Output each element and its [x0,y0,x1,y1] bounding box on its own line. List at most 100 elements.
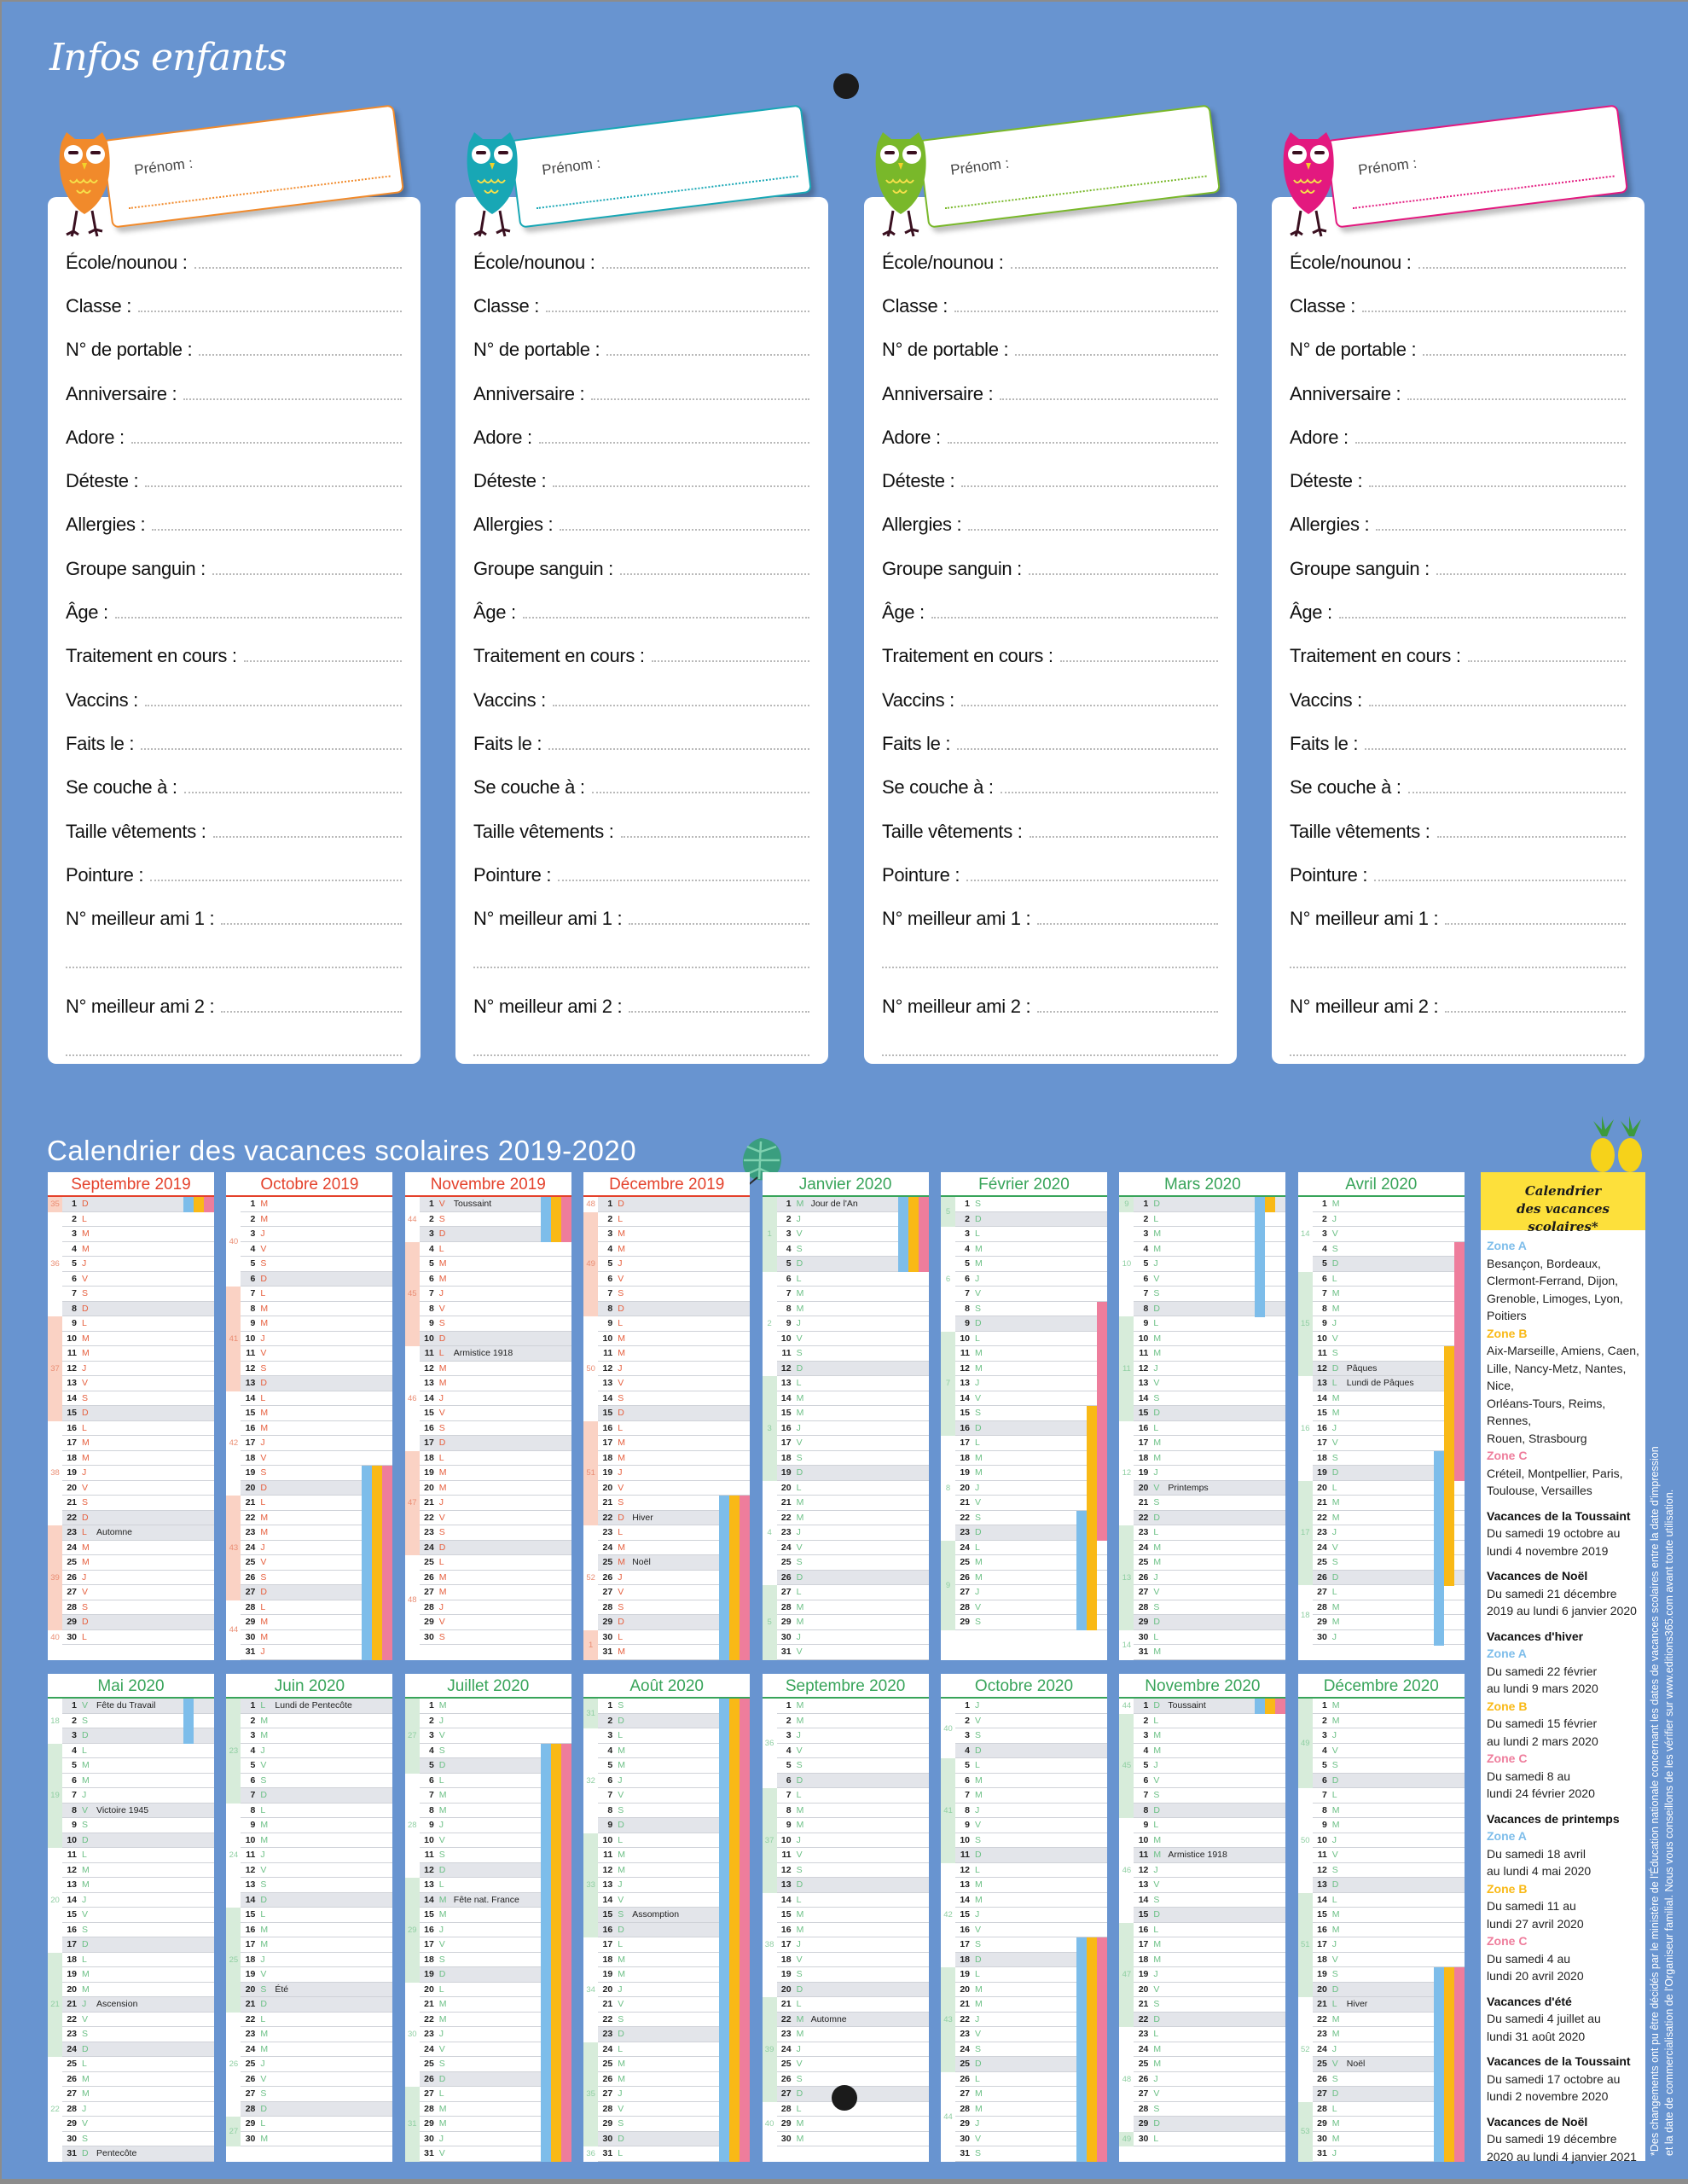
day-row[interactable]: 13 [62,1878,214,1893]
day-row[interactable]: 28 [1312,2101,1465,2117]
day-row[interactable]: 30 [1312,1629,1465,1646]
day-row[interactable]: 11 [62,1848,214,1863]
day-row[interactable]: 3 [955,1227,1107,1242]
day-row[interactable]: 11 Armistice 1918 [1134,1848,1286,1863]
day-row[interactable]: 1 [1312,1197,1465,1212]
day-row[interactable]: 13 [241,1878,393,1893]
day-row[interactable]: 21 Ascension [62,1997,214,2013]
day-row[interactable]: 2 [1134,1211,1286,1228]
day-row[interactable]: 11 [1312,1848,1465,1863]
day-row[interactable]: 12 [419,1362,571,1376]
day-row[interactable]: 9 [776,1316,929,1332]
day-row[interactable]: 6 [62,1272,214,1287]
day-row[interactable]: 26 [598,2071,751,2088]
day-row[interactable]: 17 [62,1937,214,1953]
day-row[interactable]: 26 [241,1570,393,1586]
field-input[interactable] [212,563,402,575]
day-row[interactable]: 29 [62,2117,214,2132]
day-row[interactable]: 17 [598,1937,751,1953]
day-row[interactable]: 19 [1312,1967,1465,1983]
day-row[interactable]: 6 [62,1774,214,1788]
day-row[interactable]: 6 [419,1272,571,1287]
day-row[interactable]: 10 [241,1332,393,1346]
prenom-input[interactable] [128,175,391,210]
field-input[interactable] [968,519,1218,531]
day-row[interactable]: 7 [1312,1287,1465,1302]
day-row[interactable]: 23 [1312,2027,1465,2042]
day-row[interactable]: 19 [598,1967,751,1983]
field-input[interactable] [1407,388,1626,400]
day-row[interactable]: 25 [776,1555,929,1571]
field-input[interactable] [150,869,402,881]
field-input[interactable] [1015,344,1218,357]
day-row[interactable]: 2 [419,1714,571,1728]
day-row[interactable]: 6 [955,1272,1107,1287]
day-row[interactable]: 10 [598,1332,751,1346]
day-row[interactable]: 7 [955,1788,1107,1804]
day-row[interactable]: 26 [241,2072,393,2087]
day-row[interactable]: 2 [62,1713,214,1729]
day-row[interactable]: 13 [419,1878,571,1893]
day-row[interactable]: 7 [1134,1287,1286,1302]
day-row[interactable]: 16 [241,1923,393,1937]
day-row[interactable]: 26 [419,2071,571,2088]
day-row[interactable]: 14 [776,1391,929,1406]
day-row[interactable]: 3 [419,1728,571,1744]
field-input[interactable] [1445,913,1626,926]
field-input[interactable] [1407,781,1626,794]
field-input[interactable] [152,519,402,531]
day-row[interactable]: 8 [955,1301,1107,1317]
day-row[interactable]: 9 [419,1316,571,1332]
day-row[interactable]: 23 [241,2027,393,2042]
day-row[interactable]: 1 [1312,1699,1465,1714]
day-row[interactable]: 20 [776,1481,929,1496]
day-row[interactable]: 7 [62,1788,214,1804]
day-row[interactable]: 13 [955,1376,1107,1391]
day-row[interactable]: 21 [776,1997,929,2013]
day-row[interactable]: 29 [598,2117,751,2132]
day-row[interactable]: 7 [1134,1788,1286,1804]
day-row[interactable]: 25 [62,2057,214,2072]
day-row[interactable]: 18 [1312,1450,1465,1467]
day-row[interactable]: 3 [955,1728,1107,1744]
day-row[interactable]: 27 [955,1585,1107,1600]
field-input[interactable] [221,1001,402,1013]
field-input[interactable] [212,826,402,838]
field-input[interactable] [591,781,809,794]
day-row[interactable]: 28 [598,2101,751,2117]
day-row[interactable]: 12 [62,1863,214,1878]
field-input[interactable] [1059,650,1218,663]
day-row[interactable]: 11 [419,1848,571,1863]
day-row[interactable]: 20 [62,1983,214,1997]
field-input[interactable] [1354,432,1626,444]
day-row[interactable]: 10 [955,1331,1107,1347]
day-row[interactable]: 6 [776,1773,929,1788]
field-input[interactable] [473,1044,809,1056]
day-row[interactable]: 18 [1134,1953,1286,1967]
day-row[interactable]: 25 [1312,1555,1465,1571]
day-row[interactable]: 11 Armistice 1918 [419,1346,571,1362]
field-input[interactable] [931,607,1218,619]
day-row[interactable]: 19 [955,1967,1107,1983]
day-row[interactable]: 4 [776,1241,929,1258]
field-input[interactable] [538,432,809,444]
day-row[interactable]: 19 [419,1466,571,1481]
field-input[interactable] [66,1044,402,1056]
day-row[interactable]: 16 [776,1421,929,1436]
field-input[interactable] [591,388,809,400]
day-row[interactable]: 13 [776,1878,929,1893]
field-input[interactable] [1418,257,1626,269]
day-row[interactable]: 21 [776,1496,929,1511]
prenom-input[interactable] [944,175,1207,210]
day-row[interactable]: 8 [419,1302,571,1316]
day-row[interactable]: 22 [1134,2012,1286,2027]
day-row[interactable]: 15 [241,1908,393,1923]
day-row[interactable]: 18 [955,1450,1107,1467]
day-row[interactable]: 29 [419,2117,571,2132]
day-row[interactable]: 28 [598,1600,751,1616]
day-row[interactable]: 21 [1312,1496,1465,1511]
day-row[interactable]: 14 [1134,1893,1286,1908]
day-row[interactable]: 30 [1134,2132,1286,2146]
day-row[interactable]: 1 [419,1699,571,1714]
day-row[interactable]: 1 Lundi de Pentecôte [241,1699,393,1714]
